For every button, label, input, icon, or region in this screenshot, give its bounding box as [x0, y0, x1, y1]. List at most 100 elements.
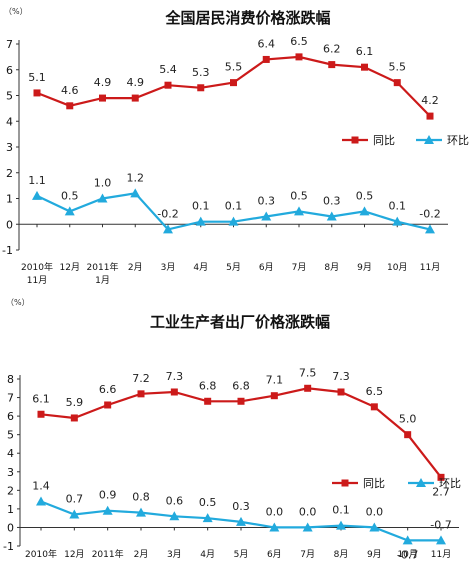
cpi-yoy-point — [361, 63, 368, 71]
cpi-data-label: -0.2 — [157, 207, 178, 220]
cpi-mom-point — [294, 206, 304, 216]
cpi-data-label: -0.2 — [419, 207, 440, 220]
cpi-legend-label: 环比 — [447, 134, 469, 147]
cpi-data-label: 0.1 — [192, 200, 210, 213]
cpi-data-label: 4.9 — [94, 76, 112, 89]
ppi-x-tick-label: 10月 — [397, 549, 417, 560]
cpi-data-label: 6.5 — [290, 35, 308, 48]
cpi-unit-label: （%） — [4, 7, 28, 16]
ppi-y-tick-label: 0 — [7, 521, 14, 534]
cpi-legend-yoy: 同比 — [342, 134, 395, 147]
cpi-yoy-point — [164, 81, 172, 89]
ppi-mom-point — [136, 507, 146, 517]
ppi-data-label: 2.7 — [432, 485, 450, 498]
cpi-x-tick-label: 7月 — [292, 262, 307, 273]
cpi-mom-point — [392, 216, 403, 226]
ppi-x-tick-label: 4月 — [200, 549, 215, 560]
ppi-y-tick-label: 1 — [7, 503, 14, 516]
ppi-legend-label: 环比 — [439, 477, 461, 490]
ppi-unit-label: （%） — [6, 298, 30, 307]
ppi-data-label: 7.3 — [166, 370, 184, 383]
cpi-x-tick-label: 2010年 11月 — [21, 261, 53, 286]
cpi-x-tick-label: 6月 — [259, 262, 274, 273]
ppi-yoy-point — [270, 392, 278, 400]
cpi-data-label: 0.5 — [290, 189, 308, 202]
cpi-data-label: 1.2 — [127, 171, 145, 184]
ppi-y-tick-label: 2 — [7, 484, 14, 497]
ppi-mom-point — [202, 513, 213, 523]
ppi-mom-point — [236, 516, 246, 526]
cpi-legend-mom-marker — [424, 135, 434, 144]
cpi-data-label: 0.3 — [258, 195, 276, 208]
ppi-y-tick-label: 7 — [7, 392, 14, 405]
ppi-x-tick-label: 6月 — [267, 549, 282, 560]
ppi-data-label: 5.0 — [399, 413, 417, 426]
cpi-data-label: 0.1 — [389, 200, 407, 213]
ppi-x-tick-label: 12月 — [64, 549, 84, 560]
ppi-x-tick-label: 11月 — [431, 549, 451, 560]
ppi-mom-point — [269, 522, 280, 532]
cpi-mom-point — [228, 216, 239, 226]
cpi-data-label: 0.5 — [61, 189, 79, 202]
cpi-yoy-point — [328, 61, 336, 69]
ppi-mom-point — [102, 505, 113, 515]
cpi-yoy-point — [33, 89, 41, 97]
ppi-data-label: 6.8 — [199, 379, 217, 392]
cpi-x-tick-label: 4月 — [193, 262, 208, 273]
ppi-yoy-point — [404, 431, 412, 439]
cpi-y-tick-label: 5 — [6, 90, 13, 103]
cpi-y-tick-label: 3 — [6, 141, 13, 154]
cpi-data-label: 0.3 — [323, 195, 341, 208]
ppi-data-label: 0.0 — [299, 505, 317, 518]
ppi-data-label: 6.5 — [366, 385, 384, 398]
ppi-x-tick-label: 8月 — [334, 549, 349, 560]
cpi-x-tick-label: 9月 — [357, 262, 372, 273]
ppi-yoy-point — [170, 388, 178, 396]
ppi-y-tick-label: 3 — [7, 466, 14, 479]
ppi-legend-label: 同比 — [363, 477, 385, 490]
ppi-mom-point — [369, 522, 380, 532]
cpi-y-tick-label: 0 — [6, 218, 13, 231]
cpi-yoy-point — [295, 53, 303, 61]
cpi-chart-title: 全国居民消费价格涨跌幅 — [164, 9, 330, 27]
cpi-data-label: 5.5 — [225, 61, 243, 74]
cpi-data-label: 4.2 — [421, 94, 439, 107]
ppi-mom-point — [69, 509, 80, 519]
ppi-data-label: 6.1 — [32, 392, 50, 405]
cpi-data-label: 0.1 — [225, 200, 243, 213]
cpi-x-tick-label: 5月 — [226, 262, 241, 273]
ppi-yoy-point — [437, 473, 445, 481]
ppi-yoy-point — [204, 397, 212, 405]
ppi-x-tick-label: 2011年 — [92, 548, 124, 560]
ppi-data-label: -0.7 — [397, 548, 418, 561]
ppi-legend-yoy-marker — [341, 479, 349, 487]
ppi-mom-point — [36, 496, 46, 506]
ppi-yoy-point — [237, 397, 245, 405]
ppi-x-tick-label: 5月 — [234, 549, 249, 560]
cpi-x-tick-label: 2月 — [128, 262, 143, 273]
ppi-data-label: 0.3 — [232, 500, 250, 513]
ppi-x-tick-label: 3月 — [167, 549, 182, 560]
cpi-data-label: 5.4 — [159, 63, 177, 76]
cpi-data-label: 0.5 — [356, 189, 374, 202]
ppi-data-label: 1.4 — [32, 479, 50, 492]
ppi-yoy-point — [37, 410, 45, 418]
cpi-data-label: 5.3 — [192, 66, 210, 79]
ppi-x-tick-label: 2月 — [134, 549, 149, 560]
cpi-y-tick-label: 7 — [6, 38, 13, 51]
ppi-chart-title: 工业生产者出厂价格涨跌幅 — [150, 313, 330, 331]
ppi-y-tick-label: -1 — [3, 540, 14, 553]
cpi-mom-point — [195, 216, 206, 226]
ppi-mom-point — [336, 520, 346, 530]
ppi-data-label: 6.6 — [99, 383, 117, 396]
ppi-yoy-point — [104, 401, 112, 409]
ppi-mom-point — [402, 535, 413, 545]
ppi-y-tick-label: 8 — [7, 373, 14, 386]
cpi-data-label: 4.6 — [61, 84, 79, 97]
ppi-chart: 工业生产者出厂价格涨跌幅 （%） -1 0 1 2 3 4 5 6 7 8 2010年 12月 2011年 2… — [3, 298, 461, 561]
cpi-y-tick-label: 6 — [6, 64, 13, 77]
ppi-data-label: 0.9 — [99, 489, 117, 502]
cpi-y-tick-label: 1 — [6, 193, 13, 206]
cpi-y-tick-label: -1 — [2, 244, 13, 257]
